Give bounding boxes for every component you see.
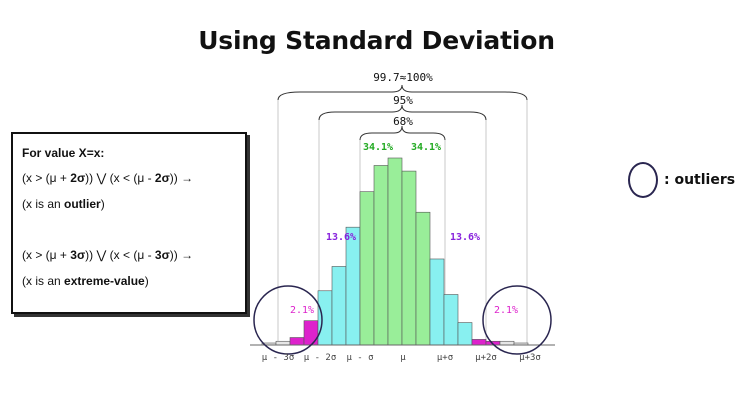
- extreme-value-result: (x is an extreme-value): [22, 274, 149, 288]
- percent-label-mid-right: 13.6%: [450, 232, 480, 243]
- histogram-bar: [275, 340, 291, 346]
- tick-mu: μ: [400, 353, 406, 363]
- histogram-bar: [415, 211, 431, 346]
- bracket-95: [318, 104, 487, 121]
- tick-mu-minus-3sigma: μ - 3σ: [262, 353, 295, 363]
- rules-heading: For value X=x:: [22, 146, 105, 160]
- histogram-bar: [331, 266, 347, 346]
- bracket-label-99-7: 99.7≈100%: [373, 71, 433, 84]
- tick-mu-minus-2sigma: μ - 2σ: [304, 353, 337, 363]
- bracket-68: [359, 125, 446, 141]
- histogram-bars: [261, 157, 529, 346]
- outlier-result: (x is an outlier): [22, 197, 105, 211]
- histogram-bar: [359, 191, 375, 346]
- histogram-bar: [303, 320, 319, 346]
- percent-label-mid-left: 13.6%: [326, 232, 356, 243]
- histogram-bar: [317, 290, 333, 346]
- tick-mu-plus-sigma: μ+σ: [437, 353, 453, 363]
- outlier-circle-icon: [628, 162, 658, 198]
- outlier-legend: : outliers: [628, 162, 736, 198]
- tick-mu-minus-sigma: μ - σ: [346, 353, 373, 363]
- percent-label-tail-left: 2.1%: [290, 305, 314, 316]
- histogram-bar: [289, 337, 305, 346]
- histogram-bar: [457, 322, 473, 346]
- page-title: Using Standard Deviation: [198, 26, 555, 55]
- bracket-label-95: 95%: [393, 94, 413, 107]
- histogram-bar: [401, 170, 417, 346]
- percent-label-tail-right: 2.1%: [494, 305, 518, 316]
- percent-label-center-left: 34.1%: [363, 142, 393, 153]
- outlier-rules-box: For value X=x: (x > (μ + 2σ)) ⋁ (x < (μ …: [11, 132, 247, 314]
- histogram-bar: [373, 165, 389, 346]
- tick-mu-plus-3sigma: μ+3σ: [519, 353, 541, 363]
- legend-label: : outliers: [664, 172, 736, 188]
- outlier-circle-left: [253, 285, 323, 355]
- bracket-99-7: [277, 84, 528, 101]
- histogram-bar: [443, 294, 459, 346]
- extreme-value-rule: (x > (μ + 3σ)) ⋁ (x < (μ - 3σ)) →: [22, 248, 194, 262]
- percent-label-center-right: 34.1%: [411, 142, 441, 153]
- histogram-bar: [499, 340, 515, 346]
- histogram-bar: [345, 226, 361, 346]
- histogram-bar: [429, 258, 445, 346]
- tick-mu-plus-2sigma: μ+2σ: [475, 353, 497, 363]
- outlier-rule: (x > (μ + 2σ)) ⋁ (x < (μ - 2σ)) →: [22, 171, 194, 185]
- outlier-circle-right: [482, 285, 552, 355]
- histogram-bar: [471, 339, 487, 346]
- histogram-bar: [387, 157, 403, 346]
- bracket-label-68: 68%: [393, 115, 413, 128]
